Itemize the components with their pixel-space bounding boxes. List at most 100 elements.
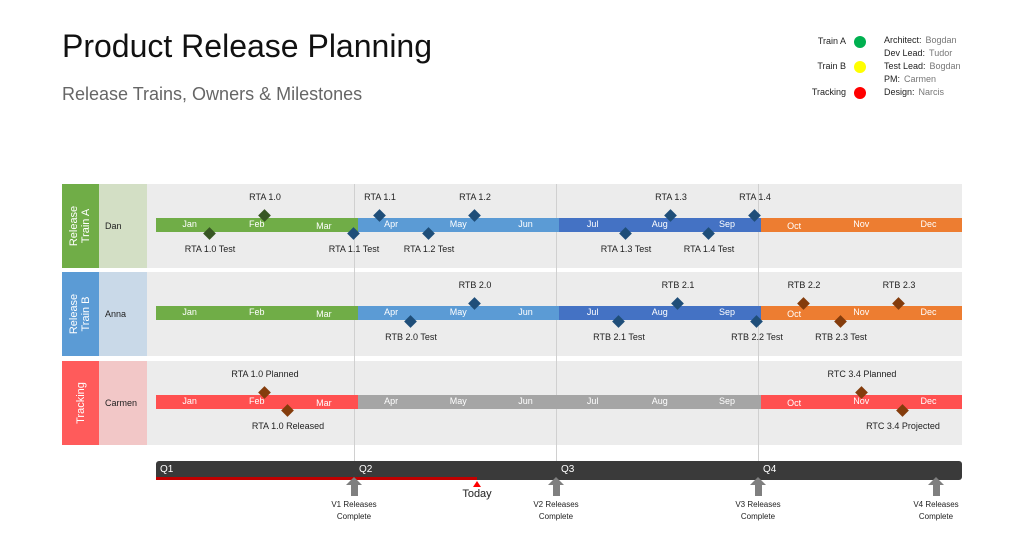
month-cell: Mar [290,395,358,409]
legend-train-b: Train B [817,61,846,71]
page-title: Product Release Planning [62,28,433,64]
milestone-label: RTA 1.0 Planned [231,369,299,379]
release-arrow-icon [346,477,362,485]
month-cell: Dec [894,395,963,409]
train-a-dot-icon [854,36,866,48]
tracking-dot-icon [854,87,866,99]
month-cell: Sep [693,306,761,320]
release-arrow-stem [553,485,560,496]
milestone-label: RTA 1.3 [655,192,687,202]
release-label: V3 Releases Complete [735,500,781,521]
month-cell: May [424,218,492,232]
milestone-label: RTB 2.3 Test [815,332,867,342]
row-owner: Anna [99,272,147,356]
month-cell: Jul [559,395,627,409]
month-cell: Feb [223,306,291,320]
milestone-label: RTA 1.2 Test [403,244,455,254]
legend-tracking: Tracking [811,87,846,97]
milestone-label: RTC 3.4 Projected [866,421,940,431]
month-cell: Aug [626,395,694,409]
month-cell: Jun [491,395,560,409]
month-cell: May [424,395,492,409]
month-cell: Nov [827,306,895,320]
month-cell: Jan [156,306,224,320]
milestone-label: RTA 1.4 [739,192,771,202]
milestone-label: RTA 1.3 Test [600,244,652,254]
month-cell: Feb [223,395,291,409]
today-label: Today [462,488,492,500]
quarter-divider [556,184,557,464]
milestone-label: RTA 1.2 [459,192,491,202]
row-label: Release Train A [62,184,99,268]
release-arrow-icon [928,477,944,485]
quarter-label: Q2 [359,464,373,475]
month-cell: May [424,306,492,320]
month-cell: Jul [559,218,627,232]
month-cell: Dec [894,218,963,232]
milestone-label: RTA 1.0 Released [251,421,325,431]
release-arrow-stem [351,485,358,496]
month-cell: Oct [760,395,828,409]
train-b-dot-icon [854,61,866,73]
quarter-timeline [156,461,962,480]
progress-line [156,477,477,480]
month-cell: Apr [357,306,425,320]
owner-pm: PM: Carmen [884,74,937,84]
milestone-label: RTB 2.2 [787,280,821,290]
month-cell: Sep [693,218,761,232]
milestone-label: RTB 2.2 Test [731,332,783,342]
month-cell: Mar [290,218,358,232]
month-cell: Jun [491,306,560,320]
quarter-label: Q1 [160,464,174,475]
month-cell: Sep [693,395,761,409]
month-cell: Apr [357,218,425,232]
owner-design: Design: Narcis [884,87,945,97]
month-bar: Jan Feb Mar Apr May Jun Jul Aug Sep Oct Nov Dec [156,218,963,232]
month-cell: Jul [559,306,627,320]
month-cell: Feb [223,218,291,232]
milestone-label: RTB 2.1 Test [593,332,645,342]
month-cell: Mar [290,306,358,320]
owner-dev-lead: Dev Lead: Tudor [884,48,953,58]
milestone-label: RTC 3.4 Planned [827,369,897,379]
milestone-label: RTA 1.0 Test [184,244,236,254]
milestone-label: RTA 1.4 Test [683,244,735,254]
month-cell: Oct [760,218,828,232]
milestone-label: RTB 2.3 [882,280,916,290]
row-label: Tracking [62,361,99,445]
month-cell: Oct [760,306,828,320]
quarter-label: Q4 [763,464,777,475]
release-label: V1 Releases Complete [331,500,377,521]
month-cell: Nov [827,395,895,409]
row-owner: Carmen [99,361,147,445]
release-label: V4 Releases Complete [913,500,959,521]
release-arrow-stem [933,485,940,496]
month-bar: Jan Feb Mar Apr May Jun Jul Aug Sep Oct Nov Dec [156,306,963,320]
month-bar: Jan Feb Mar Apr May Jun Jul Aug Sep Oct Nov Dec [156,395,963,409]
row-owner: Dan [99,184,147,268]
release-arrow-icon [750,477,766,485]
milestone-label: RTA 1.1 [364,192,396,202]
page-subtitle: Release Trains, Owners & Milestones [62,84,363,104]
legend-train-a: Train A [817,36,846,46]
release-arrow-icon [548,477,564,485]
milestone-label: RTA 1.1 Test [328,244,380,254]
month-cell: Jun [491,218,560,232]
today-marker-icon [473,481,481,487]
release-arrow-stem [755,485,762,496]
month-cell: Apr [357,395,425,409]
quarter-divider [354,184,355,464]
month-cell: Aug [626,218,694,232]
month-cell: Aug [626,306,694,320]
release-label: V2 Releases Complete [533,500,579,521]
milestone-label: RTB 2.0 Test [385,332,437,342]
month-cell: Dec [894,306,963,320]
milestone-label: RTA 1.0 [249,192,281,202]
month-cell: Jan [156,395,224,409]
quarter-label: Q3 [561,464,575,475]
milestone-label: RTB 2.1 [661,280,695,290]
owner-architect: Architect: Bogdan [884,35,957,45]
owner-test-lead: Test Lead: Bogdan [884,61,961,71]
month-cell: Nov [827,218,895,232]
milestone-label: RTB 2.0 [458,280,492,290]
